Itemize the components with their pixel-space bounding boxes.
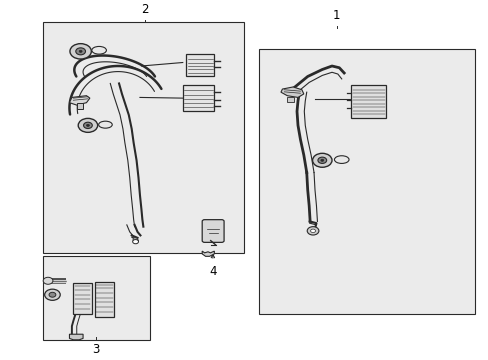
Ellipse shape <box>92 46 106 54</box>
Circle shape <box>79 50 82 52</box>
Text: 3: 3 <box>92 343 100 356</box>
Circle shape <box>320 159 323 161</box>
Bar <box>95 282 114 317</box>
Circle shape <box>83 122 92 129</box>
Bar <box>183 85 214 111</box>
Circle shape <box>70 44 91 59</box>
Polygon shape <box>202 251 214 256</box>
Text: 1: 1 <box>332 9 340 22</box>
Circle shape <box>43 277 53 284</box>
Circle shape <box>44 289 60 300</box>
Circle shape <box>132 239 138 244</box>
Bar <box>73 283 92 314</box>
Polygon shape <box>69 334 83 340</box>
Bar <box>287 97 293 102</box>
Bar <box>42 256 149 340</box>
Polygon shape <box>69 96 90 105</box>
Ellipse shape <box>99 121 112 128</box>
Polygon shape <box>281 87 303 98</box>
Ellipse shape <box>334 156 348 163</box>
Polygon shape <box>133 238 138 243</box>
Bar <box>351 85 386 118</box>
Bar <box>259 49 474 314</box>
Circle shape <box>306 227 318 235</box>
Text: 4: 4 <box>209 265 216 278</box>
Bar <box>42 22 244 253</box>
Circle shape <box>312 153 331 167</box>
Text: 2: 2 <box>141 3 148 17</box>
Circle shape <box>86 124 89 126</box>
Circle shape <box>76 48 85 55</box>
Bar <box>186 54 214 76</box>
Circle shape <box>310 229 315 233</box>
Bar <box>77 103 82 109</box>
Circle shape <box>317 157 326 163</box>
Circle shape <box>78 118 98 132</box>
Circle shape <box>49 292 56 297</box>
FancyBboxPatch shape <box>202 220 224 242</box>
